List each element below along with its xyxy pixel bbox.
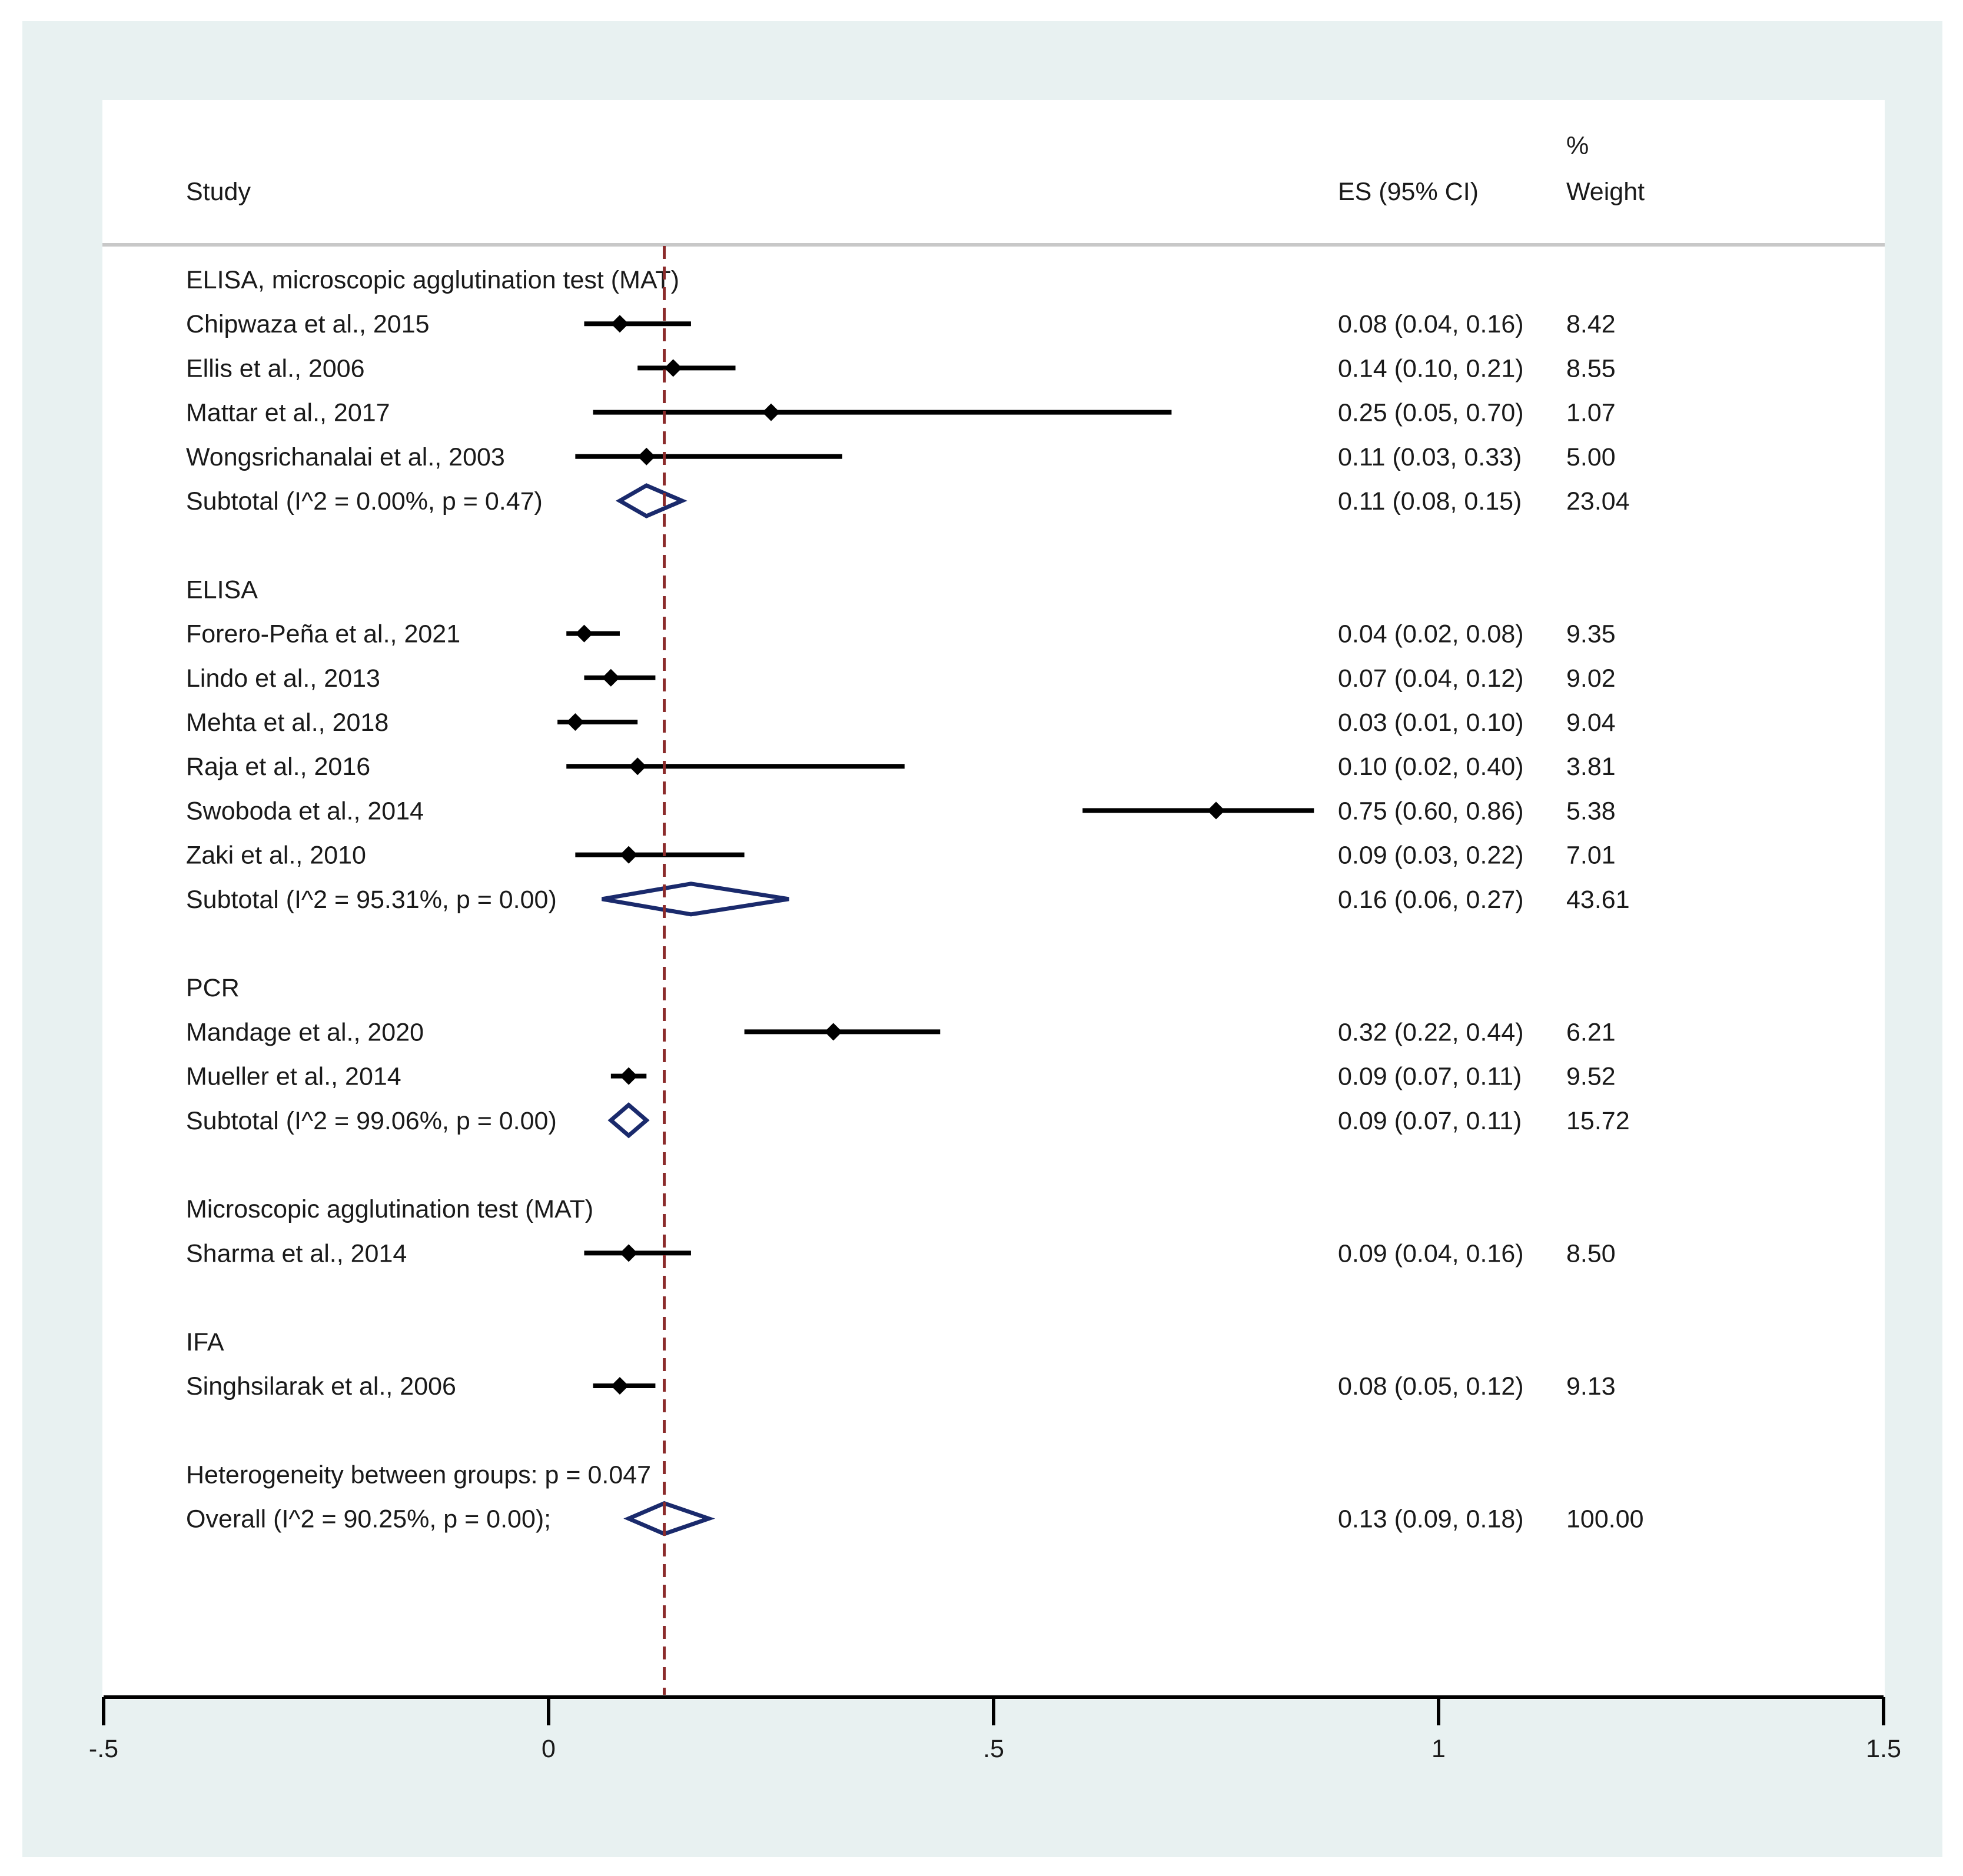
overall-row-diamond [623, 1501, 715, 1536]
study-row-label: Ellis et al., 2006 [186, 354, 365, 382]
study-row-es: 0.10 (0.02, 0.40) [1338, 753, 1524, 781]
subtotal-row-weight: 43.61 [1566, 886, 1630, 914]
study-row-es: 0.25 (0.05, 0.70) [1338, 399, 1524, 427]
study-row-es: 0.09 (0.04, 0.16) [1338, 1239, 1524, 1268]
study-row-es: 0.09 (0.07, 0.11) [1338, 1063, 1522, 1091]
study-row-label: Mattar et al., 2017 [186, 399, 390, 427]
study-row-es: 0.14 (0.10, 0.21) [1338, 354, 1524, 382]
subtotal-row-weight: 15.72 [1566, 1107, 1630, 1135]
study-row-weight: 9.02 [1566, 664, 1616, 693]
study-row-weight: 8.55 [1566, 354, 1616, 382]
study-row-label: Mehta et al., 2018 [186, 709, 388, 737]
group-heading: IFA [186, 1328, 224, 1356]
forest-rows: ELISA, microscopic agglutination test (M… [186, 266, 1644, 1534]
x-tick-label: 0 [542, 1735, 556, 1763]
study-row-label: Sharma et al., 2014 [186, 1239, 407, 1268]
study-row-point-estimate [610, 315, 629, 333]
study-row-weight: 9.35 [1566, 620, 1616, 648]
study-row-weight: 5.38 [1566, 797, 1616, 825]
group-heading: ELISA, microscopic agglutination test (M… [186, 266, 679, 294]
x-tick-label: 1.5 [1866, 1735, 1901, 1763]
study-row-es: 0.07 (0.04, 0.12) [1338, 664, 1524, 693]
forest-marks [557, 315, 1314, 1536]
study-row-es: 0.03 (0.01, 0.10) [1338, 709, 1524, 737]
study-row-label: Swoboda et al., 2014 [186, 797, 424, 825]
plot-area [102, 100, 1885, 1699]
header-weight: Weight [1566, 178, 1645, 206]
x-tick-label: .5 [983, 1735, 1004, 1763]
subtotal-row-es: 0.16 (0.06, 0.27) [1338, 886, 1524, 914]
x-tick-label: -.5 [89, 1735, 118, 1763]
study-row-es: 0.32 (0.22, 0.44) [1338, 1018, 1524, 1046]
study-row-label: Mandage et al., 2020 [186, 1018, 424, 1046]
header-study: Study [186, 178, 251, 206]
study-row-point-estimate [762, 403, 780, 421]
study-row-weight: 9.13 [1566, 1372, 1616, 1401]
overall-row-label: Overall (I^2 = 90.25%, p = 0.00); [186, 1505, 551, 1534]
study-row-point-estimate [824, 1023, 842, 1041]
study-row-weight: 8.42 [1566, 310, 1616, 338]
subtotal-row-weight: 23.04 [1566, 487, 1630, 515]
study-row-point-estimate [620, 846, 638, 864]
subtotal-row-diamond [607, 1102, 650, 1139]
study-row-weight: 9.52 [1566, 1063, 1616, 1091]
study-row-label: Mueller et al., 2014 [186, 1063, 401, 1091]
overall-row-weight: 100.00 [1566, 1505, 1644, 1534]
header: Study ES (95% CI) % Weight [102, 132, 1885, 247]
header-weight-percent: % [1566, 132, 1589, 160]
study-row-point-estimate [637, 447, 656, 465]
subtotal-row-diamond [602, 882, 789, 917]
study-row-label: Wongsrichanalai et al., 2003 [186, 443, 505, 471]
study-row-point-estimate [1207, 801, 1225, 820]
study-row-label: Zaki et al., 2010 [186, 841, 366, 870]
study-row-point-estimate [566, 713, 584, 731]
study-row-es: 0.75 (0.60, 0.86) [1338, 797, 1524, 825]
study-row-point-estimate [575, 624, 593, 643]
subtotal-row-label: Subtotal (I^2 = 0.00%, p = 0.47) [186, 487, 543, 515]
study-row-es: 0.08 (0.05, 0.12) [1338, 1372, 1524, 1401]
study-row-es: 0.08 (0.04, 0.16) [1338, 310, 1524, 338]
study-row-es: 0.09 (0.03, 0.22) [1338, 841, 1524, 870]
study-row-label: Lindo et al., 2013 [186, 664, 380, 693]
study-row-es: 0.04 (0.02, 0.08) [1338, 620, 1524, 648]
x-tick-label: 1 [1431, 1735, 1446, 1763]
study-row-weight: 5.00 [1566, 443, 1616, 471]
study-row-label: Singhsilarak et al., 2006 [186, 1372, 456, 1401]
study-row-weight: 8.50 [1566, 1239, 1616, 1268]
study-row-label: Chipwaza et al., 2015 [186, 310, 430, 338]
study-row-point-estimate [610, 1377, 629, 1395]
study-row-label: Raja et al., 2016 [186, 753, 370, 781]
study-row-weight: 7.01 [1566, 841, 1616, 870]
heterogeneity-text: Heterogeneity between groups: p = 0.047 [186, 1461, 651, 1489]
group-heading: PCR [186, 974, 240, 1002]
study-row-label: Forero-Peña et al., 2021 [186, 620, 460, 648]
study-row-point-estimate [620, 1067, 638, 1085]
study-row-weight: 6.21 [1566, 1018, 1616, 1046]
study-row-weight: 3.81 [1566, 753, 1616, 781]
overall-row-es: 0.13 (0.09, 0.18) [1338, 1505, 1524, 1534]
study-row-point-estimate [629, 757, 647, 776]
study-row-point-estimate [620, 1244, 638, 1262]
study-row-point-estimate [602, 668, 620, 687]
header-es: ES (95% CI) [1338, 178, 1479, 206]
subtotal-row-es: 0.11 (0.08, 0.15) [1338, 487, 1522, 515]
subtotal-row-label: Subtotal (I^2 = 99.06%, p = 0.00) [186, 1107, 557, 1135]
subtotal-row-diamond [615, 483, 687, 518]
study-row-weight: 1.07 [1566, 399, 1616, 427]
study-row-es: 0.11 (0.03, 0.33) [1338, 443, 1522, 471]
subtotal-row-es: 0.09 (0.07, 0.11) [1338, 1107, 1522, 1135]
group-heading: Microscopic agglutination test (MAT) [186, 1195, 593, 1223]
x-axis: -.5 0 .5 1 1.5 [89, 1695, 1901, 1763]
subtotal-row-label: Subtotal (I^2 = 95.31%, p = 0.00) [186, 886, 557, 914]
group-heading: ELISA [186, 576, 258, 604]
study-row-weight: 9.04 [1566, 709, 1616, 737]
study-row-point-estimate [664, 359, 682, 377]
